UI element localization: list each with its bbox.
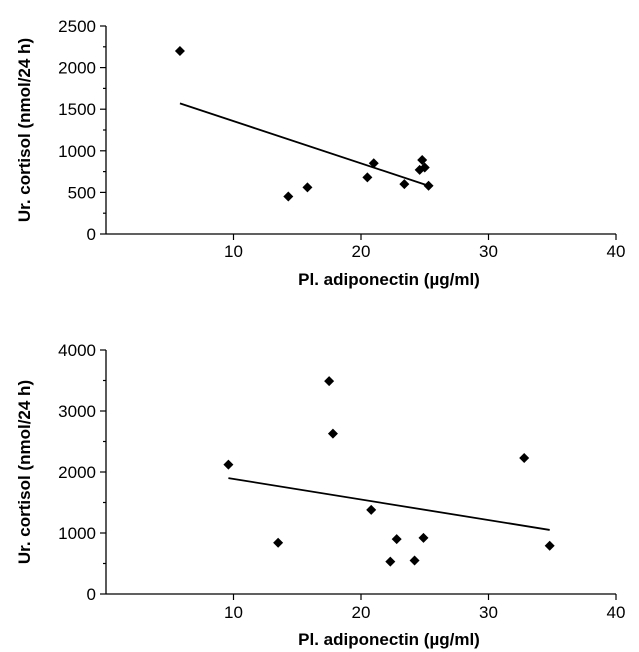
top-y-axis-title: Ur. cortisol (nmol/24 h)	[15, 38, 34, 222]
bottom-trend-line	[228, 477, 550, 531]
bottom-data-point	[366, 504, 377, 515]
top-data-point	[423, 180, 434, 191]
bottom-data-point	[385, 556, 396, 567]
bottom-data-point	[324, 376, 335, 387]
bottom-y-tick-label: 0	[87, 585, 96, 604]
bottom-y-tick-label: 2000	[58, 463, 96, 482]
top-data-point	[174, 45, 185, 56]
bottom-data-point	[223, 459, 234, 470]
bottom-data-point	[519, 452, 530, 463]
top-x-axis-title: Pl. adiponectin (µg/ml)	[298, 270, 480, 289]
bottom-x-tick-label: 40	[607, 603, 626, 622]
top-data-point	[368, 158, 379, 169]
top-data-point	[283, 191, 294, 202]
bottom-data-point	[409, 555, 420, 566]
top-x-tick-label: 10	[224, 242, 243, 261]
top-y-tick-label: 1500	[58, 100, 96, 119]
bottom-x-axis-title: Pl. adiponectin (µg/ml)	[298, 630, 480, 649]
bottom-x-tick-label: 30	[479, 603, 498, 622]
bottom-data-point	[544, 540, 555, 551]
bottom-y-tick-label: 1000	[58, 524, 96, 543]
top-data-point	[399, 179, 410, 190]
top-y-tick-label: 500	[68, 183, 96, 202]
top-data-point	[362, 172, 373, 183]
top-x-tick-label: 20	[352, 242, 371, 261]
bottom-y-axis-title: Ur. cortisol (nmol/24 h)	[15, 380, 34, 564]
top-x-tick-label: 30	[479, 242, 498, 261]
top-data-point	[302, 182, 313, 193]
top-data-point	[417, 154, 428, 165]
top-y-tick-label: 2000	[58, 59, 96, 78]
bottom-x-tick-label: 10	[224, 603, 243, 622]
scatter-chart-bottom: 0 1000 2000 3000 4000 10 20 30 40 Pl. adiponectin…	[15, 341, 626, 649]
bottom-data-point	[391, 534, 402, 545]
top-trend-line	[179, 102, 429, 187]
bottom-y-tick-label: 3000	[58, 402, 96, 421]
bottom-data-point	[327, 428, 338, 439]
top-y-tick-label: 1000	[58, 142, 96, 161]
bottom-x-tick-label: 20	[352, 603, 371, 622]
bottom-data-point	[273, 537, 284, 548]
top-y-tick-label: 2500	[58, 17, 96, 36]
scatter-chart-top: 0 500 1000 1500 2000 2500 10 20 30 40 Pl. adiponec…	[15, 17, 626, 289]
bottom-data-point	[418, 532, 429, 543]
bottom-y-tick-label: 4000	[58, 341, 96, 360]
top-x-tick-label: 40	[607, 242, 626, 261]
top-data-point	[419, 162, 430, 173]
top-y-tick-label: 0	[87, 225, 96, 244]
